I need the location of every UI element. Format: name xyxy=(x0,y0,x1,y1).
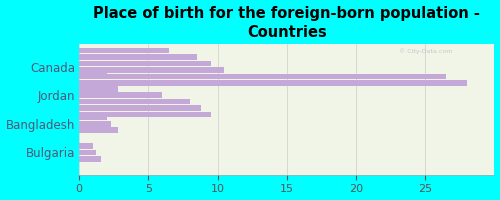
Bar xyxy=(79,112,210,117)
Bar xyxy=(79,48,169,53)
Bar xyxy=(79,61,210,66)
Bar xyxy=(79,156,101,162)
Bar xyxy=(79,74,446,79)
Bar xyxy=(79,80,110,85)
Bar xyxy=(79,99,190,104)
Bar xyxy=(79,150,96,155)
Bar xyxy=(79,73,107,79)
Title: Place of birth for the foreign-born population -
Countries: Place of birth for the foreign-born popu… xyxy=(94,6,480,40)
Bar xyxy=(79,143,93,149)
Bar xyxy=(79,92,162,98)
Bar xyxy=(79,105,201,111)
Bar xyxy=(79,127,118,133)
Bar xyxy=(79,80,467,86)
Bar xyxy=(79,86,118,92)
Bar xyxy=(79,67,225,73)
Bar xyxy=(79,121,111,127)
Text: © City-Data.com: © City-Data.com xyxy=(399,49,452,54)
Bar xyxy=(79,54,197,60)
Bar xyxy=(79,115,107,120)
